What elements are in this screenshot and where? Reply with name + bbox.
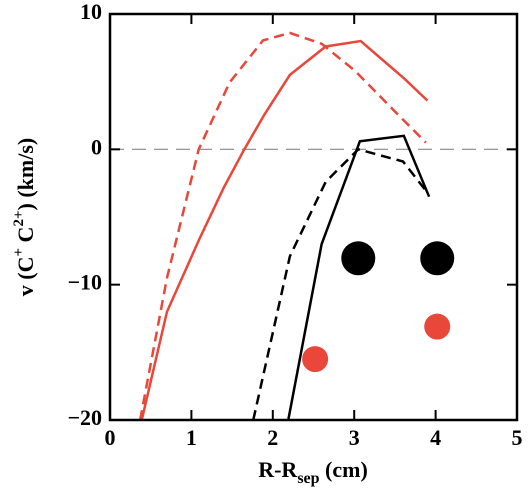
- y-tick-label: −20: [67, 405, 102, 430]
- y-tick-label: 0: [91, 134, 102, 159]
- y-tick-label: −10: [67, 270, 102, 295]
- x-tick-label: 4: [430, 425, 441, 450]
- line-series: [140, 39, 429, 420]
- y-axis-label: v (C+ C2+) (km/s): [11, 138, 38, 296]
- x-axis-label: R-Rsep (cm): [258, 457, 368, 487]
- x-tick-label: 5: [512, 425, 523, 450]
- x-tick-label: 0: [105, 425, 116, 450]
- x-tick-label: 2: [267, 425, 278, 450]
- line-series: [138, 31, 427, 420]
- x-tick-label: 1: [186, 425, 197, 450]
- plot-frame: [108, 12, 519, 422]
- scatter-point: [424, 313, 451, 340]
- x-tick-label: 3: [349, 425, 360, 450]
- scatter-point: [420, 241, 455, 276]
- y-tick-label: 10: [80, 0, 102, 24]
- line-series: [287, 134, 431, 420]
- scatter-point: [341, 241, 376, 276]
- scatter-point: [302, 346, 329, 373]
- line-series: [252, 147, 429, 420]
